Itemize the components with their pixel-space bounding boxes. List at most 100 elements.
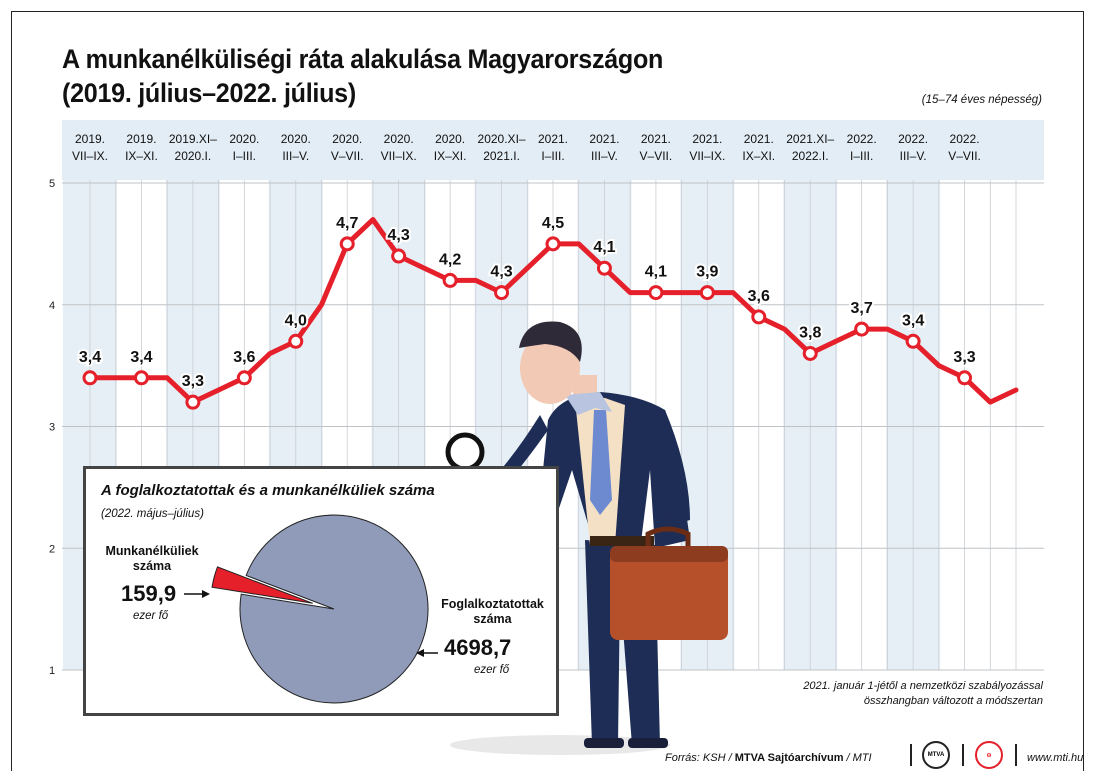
briefcase-flap (610, 546, 728, 562)
arrowhead-unemployed (202, 590, 210, 598)
period-label-line-1: 2021. (641, 132, 671, 146)
employed-label-line-2: száma (473, 612, 512, 626)
period-label-line-2: III–V. (591, 149, 618, 163)
website-link[interactable]: www.mti.hu (1027, 752, 1084, 764)
period-label-line-2: IX–XI. (742, 149, 775, 163)
unemployed-label-line-2: száma (132, 559, 172, 573)
data-label: 3,6 (748, 288, 770, 305)
arrowhead-employed (416, 649, 424, 657)
period-label-line-2: VII–IX. (689, 149, 725, 163)
y-tick-label: 3 (49, 422, 55, 434)
data-point (545, 236, 561, 252)
period-label-line-1: 2019. (75, 132, 105, 146)
data-point (596, 260, 612, 276)
shoe-left (584, 738, 624, 748)
arm-right (655, 410, 690, 525)
chart-title: A munkanélküliségi ráta alakulása Magyar… (62, 42, 663, 110)
data-label: 4,3 (388, 227, 410, 244)
data-point (699, 285, 715, 301)
title-line-1: A munkanélküliségi ráta alakulása Magyar… (62, 44, 664, 74)
data-label: 4,7 (336, 215, 358, 232)
data-label: 3,8 (799, 324, 821, 341)
period-label-line-1: 2020. (435, 132, 465, 146)
collar (565, 392, 612, 415)
period-label-line-2: IX–XI. (125, 149, 158, 163)
y-axis: 1 2 3 4 5 (49, 178, 55, 677)
period-label-line-2: V–VII. (640, 149, 673, 163)
inset-panel: A foglalkoztatottak és a munkanélküliek … (83, 466, 559, 716)
data-label: 3,4 (130, 349, 152, 366)
data-point (751, 309, 767, 325)
data-point (82, 370, 98, 386)
data-point (185, 394, 201, 410)
unemployed-label-line-1: Munkanélküliek (105, 544, 199, 558)
y-tick-label: 2 (49, 543, 55, 555)
data-label: 4,2 (439, 251, 461, 268)
source-agency: MTVA Sajtóarchívum (734, 752, 844, 764)
inset-title: A foglalkoztatottak és a munkanélküliek … (101, 482, 435, 499)
period-label-line-1: 2021. (744, 132, 774, 146)
period-label-line-1: 2021. (589, 132, 619, 146)
period-label-line-2: V–VII. (331, 149, 364, 163)
unemployed-label: Munkanélküliek száma (92, 544, 212, 574)
data-label: 4,5 (542, 215, 564, 232)
mtva-logo: MTVA (922, 741, 950, 769)
source-suffix: / MTI (843, 752, 872, 764)
shoe-right (628, 738, 668, 748)
pie-chart (184, 514, 438, 704)
belt (590, 536, 654, 546)
briefcase-handle (645, 526, 691, 546)
unemployed-unit: ezer fő (133, 610, 169, 622)
period-label-line-1: 2021. (692, 132, 722, 146)
y-tick-label: 1 (49, 665, 55, 677)
businessman-illustration (445, 321, 728, 755)
data-label: 3,4 (79, 349, 101, 366)
title-line-2: (2019. július–2022. július) (62, 78, 356, 108)
data-label: 4,3 (490, 264, 512, 281)
period-label-line-1: 2019. (126, 132, 156, 146)
period-label-line-1: 2022. (898, 132, 928, 146)
methodology-note-line-1: 2021. január 1-jétől a nemzetközi szabál… (803, 680, 1043, 692)
data-point (442, 272, 458, 288)
data-label: 3,6 (233, 349, 255, 366)
source-credit: Forrás: KSH / MTVA Sajtóarchívum / MTI (665, 752, 872, 764)
data-point (648, 285, 664, 301)
data-point (339, 236, 355, 252)
period-label-line-2: III–V. (282, 149, 309, 163)
hair (519, 321, 582, 362)
period-label-line-2: I–III. (233, 149, 256, 163)
period-label-line-1: 2020. (229, 132, 259, 146)
data-point (957, 370, 973, 386)
data-label: 3,9 (696, 264, 718, 281)
magnifier-icon (445, 432, 485, 472)
data-point (905, 333, 921, 349)
mti-logo-icon: ⊖ (975, 741, 1003, 769)
period-label-line-1: 2020. (281, 132, 311, 146)
data-label: 4,1 (593, 239, 615, 256)
inset-subtitle: (2022. május–július) (101, 508, 204, 520)
data-label: 3,3 (953, 349, 975, 366)
source-prefix: Forrás: KSH / (665, 752, 735, 764)
period-label-line-2: 2020.I. (175, 149, 212, 163)
period-label-line-2: VII–IX. (72, 149, 108, 163)
period-header: 2019. VII–IX. 2019. IX–XI. 2019.XI– 2020.I. 20… (62, 120, 1044, 180)
data-label: 3,3 (182, 373, 204, 390)
header-band (62, 120, 1044, 180)
y-tick-label: 4 (49, 300, 55, 312)
period-label-line-1: 2020. (332, 132, 362, 146)
period-label-line-2: III–V. (900, 149, 927, 163)
period-label-line-2: I–III. (850, 149, 873, 163)
data-point (802, 345, 818, 361)
employed-label-line-1: Foglalkoztatottak (441, 597, 544, 611)
data-point (391, 248, 407, 264)
period-label-line-2: V–VII. (948, 149, 981, 163)
period-label-line-1: 2019.XI– (169, 132, 217, 146)
period-label-line-1: 2021. (538, 132, 568, 146)
period-label-line-1: 2020.XI– (478, 132, 526, 146)
period-label-line-2: VII–IX. (381, 149, 417, 163)
y-tick-label: 5 (49, 178, 55, 190)
data-label: 3,7 (851, 300, 873, 317)
methodology-note-line-2: összhangban változott a módszertan (863, 695, 1043, 707)
pie-slice-unemployed (211, 566, 313, 604)
data-label: 3,4 (902, 312, 924, 329)
